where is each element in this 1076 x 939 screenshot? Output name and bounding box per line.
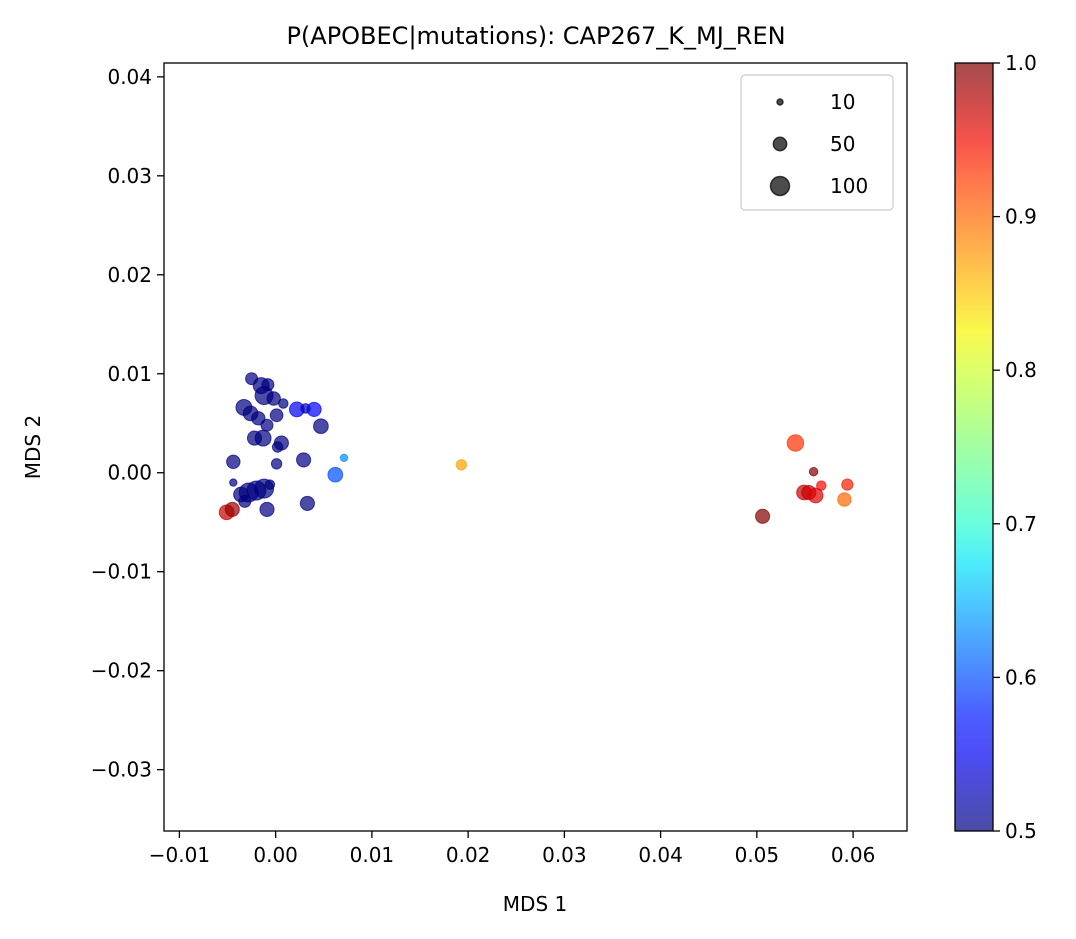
data-point: [269, 408, 284, 423]
colorbar-frame: [954, 62, 994, 832]
y-tick-label: 0.04: [107, 65, 152, 89]
y-tick-label: 0.02: [107, 263, 152, 287]
data-point: [270, 458, 283, 470]
x-tick-label: 0.04: [638, 843, 683, 867]
colorbar-tick-label: 0.9: [1005, 205, 1037, 229]
data-point: [260, 418, 274, 432]
x-tick-label: 0.03: [542, 843, 587, 867]
colorbar-tick-label: 0.8: [1005, 358, 1037, 382]
data-point: [254, 429, 272, 447]
data-point: [327, 466, 344, 483]
y-tick-label: −0.02: [91, 659, 152, 683]
y-tick-label: 0.00: [107, 461, 152, 485]
x-tick-label: 0.00: [253, 843, 298, 867]
legend-label: 50: [830, 132, 855, 156]
data-point: [278, 398, 289, 409]
legend-label: 10: [830, 90, 855, 114]
y-tick-label: 0.01: [107, 362, 152, 386]
x-axis-label: MDS 1: [503, 892, 567, 916]
y-tick-label: −0.03: [91, 758, 152, 782]
data-point: [339, 453, 349, 463]
colorbar: 0.5 0.6 0.7 0.8 0.9 1.0: [954, 51, 1037, 843]
scatter-points: [218, 372, 854, 524]
colorbar-tick-label: 0.6: [1005, 665, 1037, 689]
data-point: [226, 454, 241, 470]
colorbar-tick-label: 0.7: [1005, 512, 1037, 536]
data-point: [259, 501, 275, 517]
data-point: [455, 459, 468, 471]
data-point: [229, 478, 238, 487]
legend-marker: [772, 136, 788, 152]
data-point: [264, 479, 276, 490]
colorbar-tick-label: 0.5: [1005, 819, 1037, 843]
plot-frame: [163, 62, 908, 832]
chart-title: P(APOBEC|mutations): CAP267_K_MJ_REN: [286, 22, 785, 50]
data-point: [313, 418, 329, 435]
y-tick-label: 0.03: [107, 164, 152, 188]
x-tick-label: 0.06: [831, 843, 876, 867]
legend-marker: [776, 98, 784, 106]
colorbar-tick-label: 1.0: [1005, 51, 1037, 75]
plot-area: −0.01 0.00 0.01 0.02 0.03 0.04 0.05 0.06 −0.03−…: [91, 62, 908, 867]
y-tick-label: −0.01: [91, 560, 152, 584]
data-point: [841, 478, 854, 491]
data-point: [837, 492, 852, 507]
size-legend: 10 50 100: [740, 74, 894, 211]
y-axis: −0.03 −0.02 −0.01 0.00 0.01 0.02 0.03 0.04: [91, 65, 164, 782]
data-point: [808, 466, 819, 477]
data-point: [238, 494, 252, 508]
legend-frame: [740, 74, 894, 211]
x-tick-label: 0.05: [735, 843, 780, 867]
data-point: [224, 501, 240, 517]
y-axis-label: MDS 2: [21, 415, 45, 479]
data-point: [299, 495, 315, 511]
colorbar-gradient: [955, 63, 993, 831]
data-point: [271, 441, 284, 453]
x-tick-label: 0.01: [350, 843, 395, 867]
data-point: [755, 508, 771, 524]
data-point: [306, 401, 322, 417]
x-axis: −0.01 0.00 0.01 0.02 0.03 0.04 0.05 0.06: [149, 831, 876, 867]
data-point: [807, 487, 824, 504]
x-tick-label: 0.02: [446, 843, 491, 867]
legend-marker: [769, 175, 791, 197]
data-point: [296, 452, 312, 468]
x-tick-label: −0.01: [149, 843, 210, 867]
data-point: [786, 434, 805, 452]
legend-label: 100: [830, 174, 868, 198]
data-point: [266, 391, 281, 406]
